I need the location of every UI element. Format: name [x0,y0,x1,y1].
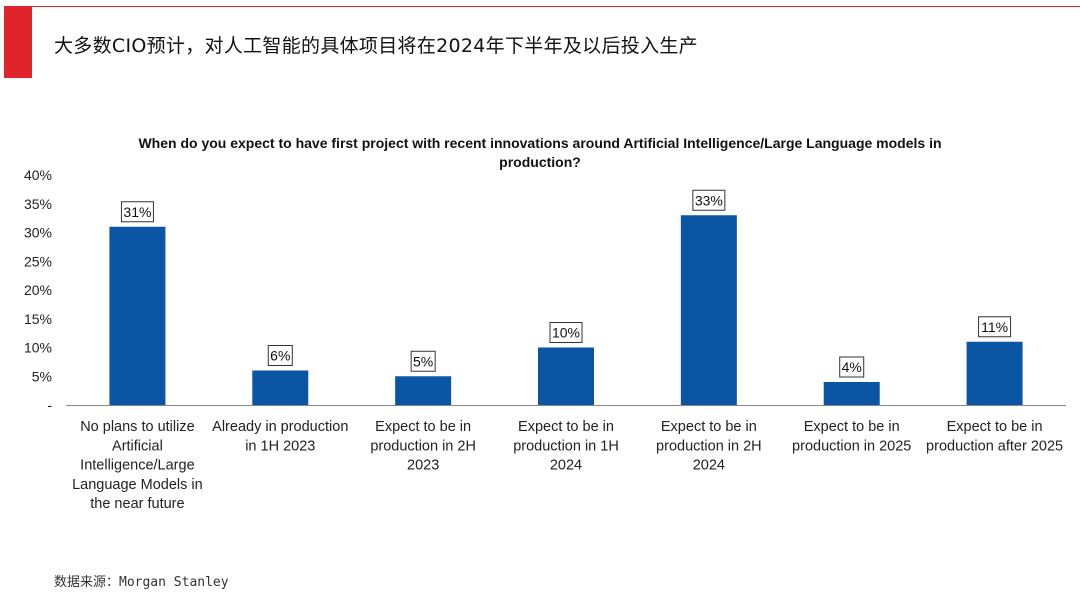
data-label-box [692,189,726,211]
data-label-box [120,201,154,223]
x-tick-label: Artificial [112,438,163,454]
y-tick-label: 40% [24,167,52,183]
x-tick-label: No plans to utilize [80,419,194,435]
x-tick-label: Intelligence/Large [80,458,194,474]
y-tick-label: 10% [24,340,52,356]
y-tick-label: 15% [24,311,52,327]
bar [395,376,452,405]
x-tick-label: the near future [90,496,184,512]
y-axis: - 5% 10% 15% 20% 25% 30% 35% 40% [24,167,52,413]
bar [252,370,309,405]
y-tick-label: 5% [32,368,52,384]
y-tick-label: 30% [24,225,52,241]
bar [680,215,737,405]
y-tick-label: - [47,397,52,413]
data-label-box [839,356,865,378]
x-tick-label: Expect to be in [804,419,900,435]
data-label-box [549,322,583,343]
accent-block [4,6,32,78]
bar [538,347,594,405]
source-note: 数据来源：Morgan Stanley [54,575,229,590]
x-tick-label: production after 2025 [926,438,1063,454]
x-tick-label: Already in production [212,419,348,435]
x-tick-label: Expect to be in [518,419,614,435]
chart-title: When do you expect to have first project… [120,134,960,172]
data-label-box [267,345,293,366]
data-label: 31% [123,204,151,220]
x-tick-label: Expect to be in [661,419,757,435]
bar [109,226,166,405]
x-tick-label: 2024 [693,458,725,474]
x-tick-label: Expect to be in [375,419,471,435]
x-tick-label: in 1H 2023 [245,438,315,454]
chart-title-line-2: production? [499,154,581,170]
data-label-box [978,316,1012,338]
y-tick-label: 25% [24,253,52,269]
x-tick-label: 2024 [550,458,582,474]
data-label: 4% [842,359,862,375]
chart-title-line-1: When do you expect to have first project… [138,135,942,151]
bar [823,382,880,405]
x-tick-label: production in 2H [656,438,762,454]
x-tick-label: Expect to be in [947,419,1043,435]
data-label: 5% [413,353,433,369]
x-tick-label: production in 2H [370,438,476,454]
x-axis: No plans to utilize Artificial Intelligenc… [66,405,1066,512]
data-label: 11% [981,319,1008,335]
data-label: 6% [270,348,290,364]
slide-title: 大多数CIO预计，对人工智能的具体项目将在2024年下半年及以后投入生产 [54,35,698,57]
data-label: 33% [695,192,723,208]
x-tick-label: production in 1H [513,438,619,454]
y-tick-label: 35% [24,196,52,212]
x-tick-label: production in 2025 [792,438,911,454]
bars [109,215,1023,405]
data-labels: 31% 6% 5% 10% 33% 4% 11% [120,189,1012,378]
data-label: 10% [552,325,580,341]
x-tick-label: 2023 [407,458,439,474]
x-tick-label: Language Models in [72,477,203,493]
data-label-box [410,350,436,372]
y-tick-label: 20% [24,282,52,298]
header-rule [30,6,1080,7]
bar [966,341,1023,405]
